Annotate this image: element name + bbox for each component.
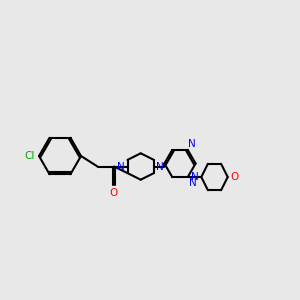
- Text: O: O: [230, 172, 238, 182]
- Text: N: N: [189, 178, 197, 188]
- Text: O: O: [110, 188, 118, 198]
- Text: N: N: [117, 161, 125, 172]
- Text: N: N: [188, 140, 196, 149]
- Text: N: N: [191, 172, 199, 182]
- Text: N: N: [156, 161, 164, 172]
- Text: Cl: Cl: [24, 151, 34, 161]
